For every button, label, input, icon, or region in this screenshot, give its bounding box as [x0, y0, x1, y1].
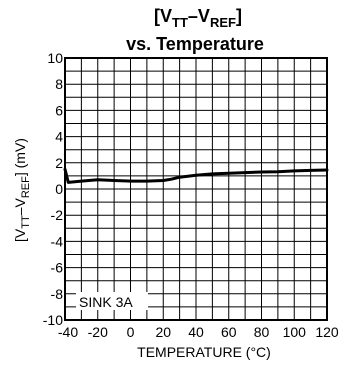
ylabel-part-5: ] (mV) — [12, 138, 28, 176]
y-axis-label: [VTT–VREF] (mV) — [12, 138, 32, 242]
chart-title: [VTT–VREF] vs. Temperature — [126, 6, 264, 54]
x-tick-label: 0 — [127, 324, 135, 340]
y-tick-labels: 10 8 6 4 2 0 -2 -4 -6 -8 -10 — [43, 50, 63, 328]
series-line — [63, 167, 329, 184]
x-tick-label: -20 — [88, 324, 108, 340]
x-tick-labels: -40 -20 0 20 40 60 80 100 120 — [58, 324, 339, 340]
y-tick-label: -10 — [43, 312, 63, 328]
x-tick-label: 60 — [221, 324, 237, 340]
ylabel-part-3: –V — [12, 197, 28, 215]
y-tick-label: 8 — [55, 76, 63, 92]
grid — [65, 58, 327, 320]
chart-subtitle: vs. Temperature — [126, 34, 264, 54]
x-tick-label: 100 — [283, 324, 307, 340]
y-tick-label: 10 — [47, 50, 63, 66]
ylabel-part-1: [V — [12, 228, 28, 242]
y-tick-label: -2 — [51, 207, 64, 223]
plot-frame — [64, 57, 328, 321]
ylabel-part-4: REF — [20, 176, 32, 198]
y-tick-label: -6 — [51, 260, 64, 276]
y-tick-label: -4 — [51, 233, 64, 249]
annotation-background — [76, 292, 148, 310]
title-part-5: ] — [236, 6, 242, 26]
x-tick-label: 20 — [155, 324, 171, 340]
y-tick-label: 0 — [55, 181, 63, 197]
title-part-4: REF — [210, 15, 236, 30]
x-tick-label: 120 — [315, 324, 339, 340]
y-tick-label: -8 — [51, 286, 64, 302]
ylabel-part-2: TT — [20, 215, 32, 229]
y-tick-label: 6 — [55, 102, 63, 118]
x-axis-label: TEMPERATURE (°C) — [137, 344, 271, 360]
title-part-2: TT — [172, 15, 188, 30]
x-tick-label: 40 — [188, 324, 204, 340]
x-tick-label: -40 — [58, 324, 78, 340]
y-tick-label: 2 — [55, 155, 63, 171]
annotation-sink-3a: SINK 3A — [79, 294, 133, 310]
title-line-1: [VTT–VREF] — [154, 6, 242, 30]
title-part-3: –V — [188, 6, 210, 26]
title-part-1: [V — [154, 6, 172, 26]
y-tick-label: 4 — [55, 129, 63, 145]
x-tick-label: 80 — [254, 324, 270, 340]
